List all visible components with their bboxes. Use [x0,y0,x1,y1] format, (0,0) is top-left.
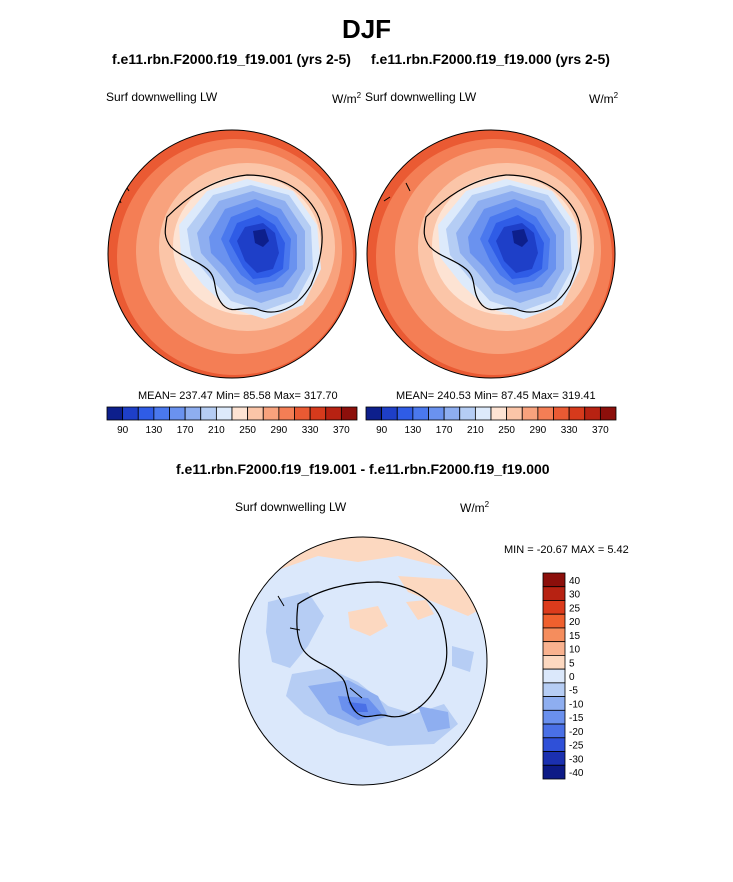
panel-1-colorbar-tick-label: 210 [208,425,225,436]
panel-1-colorbar-color-box [278,406,295,421]
panel-2-colorbar-color-box [490,406,508,421]
panel-2-colorbar-color-box [396,406,414,421]
panel-1-colorbar-color-box [247,406,264,421]
diff-colorbar-box [542,696,566,711]
diff-colorbar-label: -40 [569,768,584,779]
diff-colorbar-box [542,682,566,698]
diff-panel-title: f.e11.rbn.F2000.f19_f19.001 - f.e11.rbn.… [176,461,550,477]
panel-1-colorbar-color-box [169,406,186,421]
diff-colorbar: 40 30 25 20 15 10 5 0 -5 -10 -15 -20 -25 -30 -40 [542,572,584,780]
diff-colorbar-box [542,572,566,588]
diff-colorbar-box [542,668,566,684]
panel-1-colorbar: 90 130 170 210 250 290 330 370 [106,406,358,436]
panel-1-colorbar-color-box [325,406,342,421]
panel-1-colorbar-color-box [137,406,155,421]
panel-1-title: f.e11.rbn.F2000.f19_f19.001 (yrs 2-5) [112,51,351,67]
diff-colorbar-box [542,764,566,780]
panel-2-variable-label: Surf downwelling LW [365,90,477,104]
panel-2-colorbar-color-box [474,406,492,421]
diff-colorbar-label: 5 [569,658,575,669]
panel-1-colorbar-tick-label: 130 [146,425,163,436]
diff-colorbar-label: 0 [569,672,575,683]
panel-2-colorbar-color-box [568,406,586,421]
diff-colorbar-box [542,737,566,752]
panel-2-colorbar-color-box [443,406,461,421]
panel-2-colorbar-tick-label: 130 [405,425,422,436]
panel-1-colorbar-color-box [340,406,358,421]
panel-2-colorbar: 90 130 170 210 250 290 330 370 [365,406,617,436]
panel-2-colorbar-tick-label: 290 [530,425,547,436]
panel-2-title: f.e11.rbn.F2000.f19_f19.000 (yrs 2-5) [371,51,610,67]
diff-panel-units: W/m2 [460,500,490,515]
diff-colorbar-label: 30 [569,590,581,601]
panel-1-colorbar-color-box [184,406,202,421]
panel-2-colorbar-tick-label: 170 [436,425,453,436]
diff-colorbar-label: -5 [569,686,578,697]
diff-map [238,536,488,786]
panel-1-colorbar-color-box [200,406,217,421]
panel-1-colorbar-color-box [309,406,327,421]
panel-1-colorbar-tick-label: 250 [239,425,256,436]
diff-colorbar-box [542,751,566,766]
diff-colorbar-label: 15 [569,631,581,642]
diff-panel-minmax: MIN = -20.67 MAX = 5.42 [504,544,629,556]
diff-colorbar-box [542,655,566,670]
panel-2-units: W/m2 [589,91,619,106]
diff-colorbar-box [542,709,566,725]
panel-2-colorbar-color-box [599,406,617,421]
panel-1-colorbar-color-box [106,406,124,421]
panel-2-stats: MEAN= 240.53 Min= 87.45 Max= 319.41 [396,390,596,402]
diff-colorbar-label: -10 [569,699,584,710]
diff-colorbar-box [542,600,566,615]
panel-2-colorbar-color-box [521,406,539,421]
panel-1-stats: MEAN= 237.47 Min= 85.58 Max= 317.70 [138,390,338,402]
panel-1-colorbar-color-box [231,406,249,421]
panel-1-colorbar-tick-label: 370 [333,425,350,436]
panel-2-colorbar-color-box [412,406,429,421]
panel-2-colorbar-color-box [365,406,383,421]
panel-2-colorbar-color-box [537,406,554,421]
panel-2-colorbar-tick-label: 90 [376,425,388,436]
diff-colorbar-label: -20 [569,727,584,738]
panel-2-colorbar-tick-label: 370 [592,425,609,436]
panel-1-colorbar-color-box [122,406,139,421]
panel-1-colorbar-tick-label: 330 [302,425,319,436]
panel-2-colorbar-color-box [584,406,601,421]
panel-2-colorbar-tick-label: 210 [467,425,484,436]
panel-2-colorbar-color-box [381,406,398,421]
panel-2-colorbar-color-box [506,406,523,421]
panel-2-colorbar-color-box [428,406,445,421]
diff-colorbar-label: -25 [569,741,584,752]
diff-colorbar-box [542,586,566,601]
figure-title: DJF [341,14,392,44]
diff-colorbar-box [542,641,566,656]
panel-1-units: W/m2 [332,91,362,106]
panel-1-variable-label: Surf downwelling LW [106,90,218,104]
diff-panel-variable-label: Surf downwelling LW [235,500,347,514]
panel-2-colorbar-tick-label: 250 [498,425,515,436]
panel-2-colorbar-tick-label: 330 [561,425,578,436]
diff-colorbar-label: -15 [569,713,584,724]
panel-1-colorbar-tick-label: 170 [177,425,194,436]
panel-1-colorbar-color-box [294,406,311,421]
panel-1-colorbar-tick-label: 90 [117,425,129,436]
diff-colorbar-label: 20 [569,617,581,628]
panel-1-colorbar-color-box [215,406,233,421]
panel-1-map [107,129,357,379]
diff-colorbar-label: 25 [569,603,581,614]
panel-1-colorbar-color-box [153,406,170,421]
panel-1-colorbar-color-box [262,406,280,421]
panel-2-colorbar-color-box [459,406,476,421]
diff-colorbar-label: 40 [569,576,581,587]
diff-colorbar-label: 10 [569,645,581,656]
diff-colorbar-box [542,613,566,629]
panel-2-map [366,129,616,379]
diff-colorbar-box [542,723,566,739]
diff-colorbar-box [542,627,566,643]
panel-1-colorbar-tick-label: 290 [271,425,288,436]
panel-2-colorbar-color-box [553,406,570,421]
diff-colorbar-label: -30 [569,754,584,765]
